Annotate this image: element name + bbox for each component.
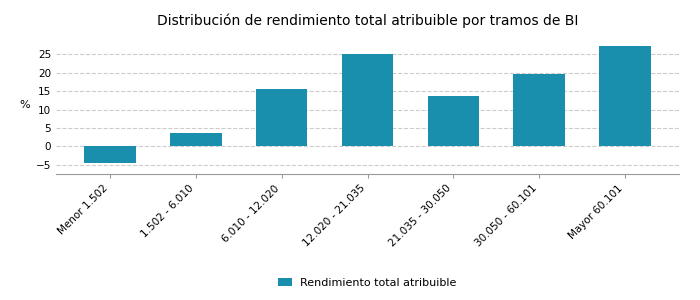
Bar (428, 96, 479, 146)
Legend: Rendimiento total atribuible: Rendimiento total atribuible (274, 273, 461, 292)
Bar (84, 146, 136, 163)
Bar (170, 133, 222, 146)
Title: Distribución de rendimiento total atribuible por tramos de BI: Distribución de rendimiento total atribu… (157, 14, 578, 28)
Bar (513, 74, 565, 146)
Bar (256, 88, 307, 146)
Y-axis label: %: % (20, 100, 30, 110)
Bar (599, 46, 651, 146)
Bar (342, 54, 393, 146)
